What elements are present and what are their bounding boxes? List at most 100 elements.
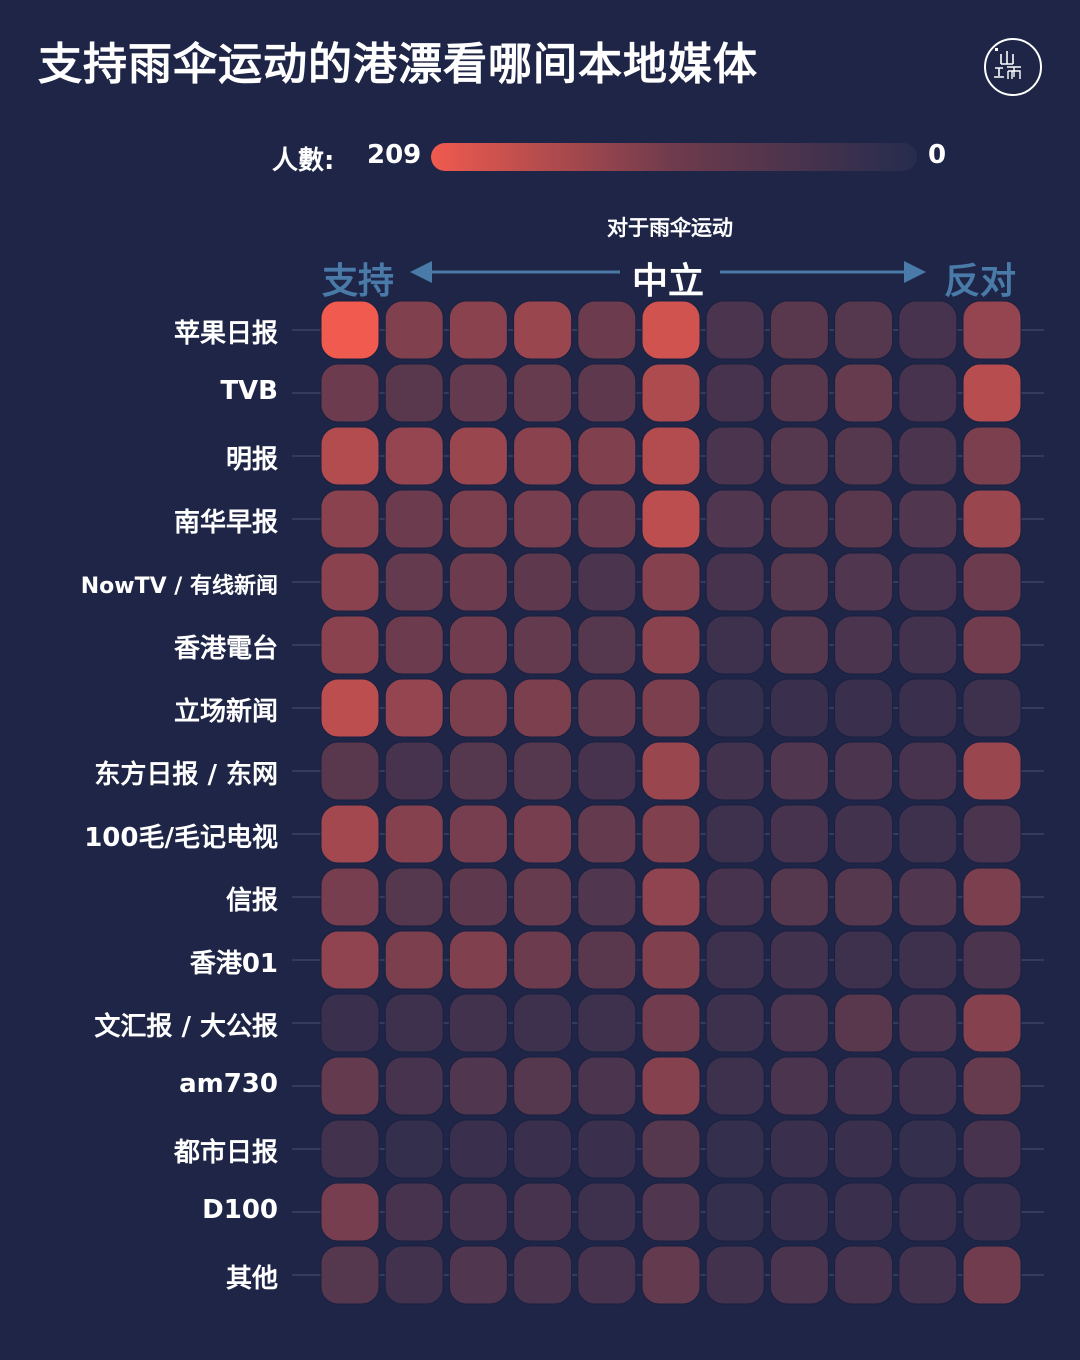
heatmap-cell bbox=[320, 1119, 380, 1179]
heatmap-cell bbox=[448, 300, 508, 360]
heatmap-cell bbox=[705, 615, 765, 675]
heatmap-cell bbox=[513, 1056, 573, 1116]
heatmap-cell bbox=[641, 300, 701, 360]
row-label: 苹果日报 bbox=[173, 319, 278, 349]
heatmap-cell bbox=[834, 615, 894, 675]
heatmap-cell bbox=[962, 1245, 1022, 1305]
heatmap-cell bbox=[898, 489, 958, 549]
heatmap-cell bbox=[705, 1245, 765, 1305]
heatmap-cell bbox=[577, 300, 637, 360]
heatmap-cell bbox=[962, 1056, 1022, 1116]
heatmap-cell bbox=[769, 741, 829, 801]
legend-gradient-bar bbox=[431, 143, 917, 171]
heatmap-cell bbox=[898, 804, 958, 864]
row-label: NowTV / 有线新闻 bbox=[80, 574, 278, 599]
heatmap-cell bbox=[641, 615, 701, 675]
heatmap-cell bbox=[705, 300, 765, 360]
row-label: 其他 bbox=[225, 1264, 278, 1294]
heatmap-cell bbox=[641, 426, 701, 486]
heatmap-cell bbox=[834, 1182, 894, 1242]
row-label: 立场新闻 bbox=[173, 697, 278, 727]
heatmap-cell bbox=[769, 867, 829, 927]
heatmap-cell bbox=[513, 1182, 573, 1242]
heatmap-cell bbox=[320, 804, 380, 864]
heatmap-cell bbox=[384, 804, 444, 864]
heatmap-cell bbox=[513, 363, 573, 423]
heatmap-cell bbox=[962, 993, 1022, 1053]
heatmap-cell bbox=[384, 300, 444, 360]
heatmap-cell bbox=[834, 867, 894, 927]
heatmap-cell bbox=[834, 993, 894, 1053]
heatmap-cell bbox=[962, 741, 1022, 801]
axis-left-label: 支持 bbox=[322, 261, 395, 302]
heatmap-cell bbox=[769, 1056, 829, 1116]
heatmap-cell bbox=[320, 615, 380, 675]
heatmap-cell bbox=[641, 1182, 701, 1242]
heatmap-cell bbox=[962, 804, 1022, 864]
heatmap-cell bbox=[962, 426, 1022, 486]
heatmap-cell bbox=[577, 1182, 637, 1242]
row-label: D100 bbox=[202, 1195, 278, 1225]
heatmap-cell bbox=[641, 489, 701, 549]
heatmap-cell bbox=[448, 1119, 508, 1179]
heatmap-cell bbox=[320, 678, 380, 738]
heatmap-cell bbox=[705, 1182, 765, 1242]
row-label: 香港電台 bbox=[173, 634, 278, 664]
legend-max: 209 bbox=[367, 140, 422, 170]
row-label: 东方日报 / 东网 bbox=[94, 760, 278, 790]
heatmap-cell bbox=[320, 1245, 380, 1305]
heatmap-cell bbox=[513, 426, 573, 486]
axis-arrows bbox=[410, 261, 926, 283]
heatmap-cell bbox=[513, 489, 573, 549]
heatmap-cell bbox=[384, 993, 444, 1053]
heatmap-cell bbox=[769, 300, 829, 360]
heatmap-cell bbox=[513, 741, 573, 801]
heatmap-cell bbox=[448, 678, 508, 738]
heatmap-cell bbox=[448, 426, 508, 486]
heatmap-cell bbox=[513, 678, 573, 738]
heatmap-cell bbox=[577, 552, 637, 612]
heatmap-cell bbox=[513, 867, 573, 927]
heatmap-cell bbox=[513, 1119, 573, 1179]
heatmap-cell bbox=[320, 300, 380, 360]
heatmap-cell bbox=[769, 1245, 829, 1305]
heatmap-cell bbox=[641, 1119, 701, 1179]
heatmap-cell bbox=[705, 426, 765, 486]
heatmap-cell bbox=[641, 993, 701, 1053]
heatmap-cell bbox=[320, 552, 380, 612]
heatmap-cell bbox=[962, 1119, 1022, 1179]
heatmap-cell bbox=[769, 678, 829, 738]
heatmap-cell bbox=[641, 867, 701, 927]
heatmap-cell bbox=[641, 804, 701, 864]
heatmap-cell bbox=[834, 678, 894, 738]
heatmap-cell bbox=[384, 489, 444, 549]
heatmap-cell bbox=[834, 1056, 894, 1116]
axis-right-label: 反对 bbox=[944, 261, 1017, 302]
heatmap-cell bbox=[577, 363, 637, 423]
heatmap-cell bbox=[962, 678, 1022, 738]
heatmap-cell bbox=[320, 489, 380, 549]
heatmap-cell bbox=[384, 1182, 444, 1242]
heatmap-cell bbox=[769, 552, 829, 612]
heatmap-cell bbox=[898, 930, 958, 990]
right-arrow-head bbox=[904, 261, 926, 283]
heatmap-cell bbox=[962, 489, 1022, 549]
heatmap-cell bbox=[834, 804, 894, 864]
heatmap-cell bbox=[320, 1056, 380, 1116]
heatmap-cell bbox=[834, 1245, 894, 1305]
row-label: 100毛/毛记电视 bbox=[84, 823, 278, 853]
heatmap-cell bbox=[577, 1056, 637, 1116]
heatmap-cell bbox=[962, 300, 1022, 360]
heatmap-cell bbox=[384, 867, 444, 927]
chart-title: 支持雨伞运动的港漂看哪间本地媒体 bbox=[38, 39, 758, 90]
heatmap-cell bbox=[320, 741, 380, 801]
heatmap-cell bbox=[513, 300, 573, 360]
heatmap-cell bbox=[769, 615, 829, 675]
heatmap-cell bbox=[513, 930, 573, 990]
heatmap-cell bbox=[834, 552, 894, 612]
heatmap-cell bbox=[898, 678, 958, 738]
heatmap-cell bbox=[769, 426, 829, 486]
heatmap-cell bbox=[448, 615, 508, 675]
heatmap-cell bbox=[448, 993, 508, 1053]
